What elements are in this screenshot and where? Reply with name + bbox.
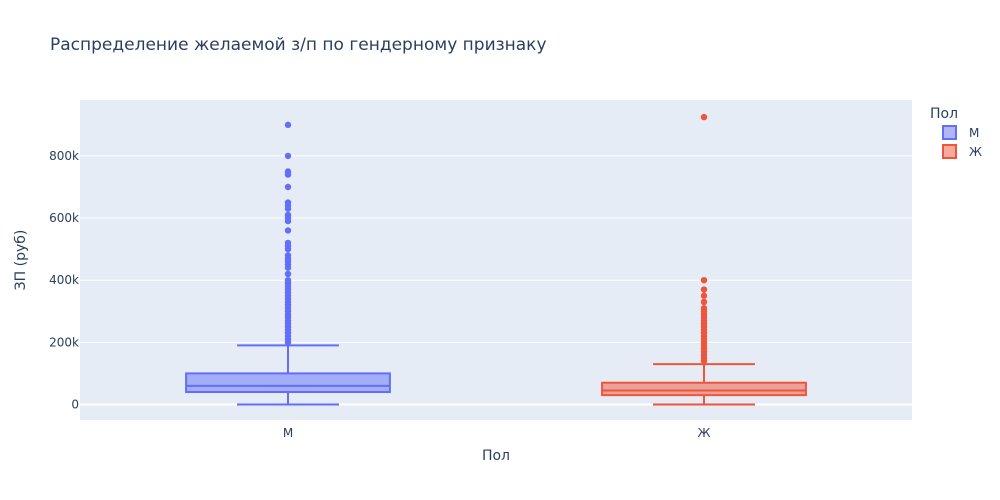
outlier-point [284, 245, 292, 253]
legend: Пол МЖ [930, 106, 982, 159]
outlier-point [700, 357, 708, 365]
outlier-point [700, 113, 708, 121]
legend-label: Ж [969, 145, 982, 159]
y-tick-label: 200k [49, 335, 79, 349]
y-gridlines [80, 155, 912, 406]
x-tick-label: Ж [698, 426, 711, 440]
outlier-point [284, 217, 292, 225]
plot-area [80, 100, 912, 420]
outlier-point [284, 205, 292, 212]
outlier-point [284, 152, 292, 160]
y-axis-ticks: 0 200k 400k 600k 800k [49, 149, 79, 412]
y-tick-label: 400k [49, 273, 79, 287]
outlier-point [284, 227, 292, 234]
outlier-point [284, 270, 292, 278]
legend-swatch [942, 144, 957, 159]
outlier-point [700, 292, 708, 299]
outlier-point [284, 339, 292, 346]
y-axis-title: ЗП (руб) [13, 230, 29, 291]
legend-label: М [969, 126, 979, 140]
box-traces [185, 113, 807, 406]
x-tick-label: М [283, 426, 293, 440]
outlier-point [284, 171, 292, 178]
y-tick-label: 800k [49, 149, 79, 163]
y-tick-label: 600k [49, 211, 79, 225]
x-axis-title: Пол [482, 448, 510, 464]
outlier-point [700, 298, 708, 306]
y-tick-label: 0 [71, 397, 79, 411]
outlier-point [284, 183, 292, 191]
legend-swatch [942, 125, 957, 140]
iqr-box [185, 372, 391, 394]
chart-title: Распределение желаемой з/п по гендерному… [50, 35, 547, 55]
outlier-point [700, 276, 708, 284]
legend-title: Пол [930, 106, 958, 122]
outlier-point [700, 286, 708, 293]
iqr-box [601, 381, 807, 397]
outlier-point [284, 121, 292, 129]
outlier-point [284, 264, 292, 271]
